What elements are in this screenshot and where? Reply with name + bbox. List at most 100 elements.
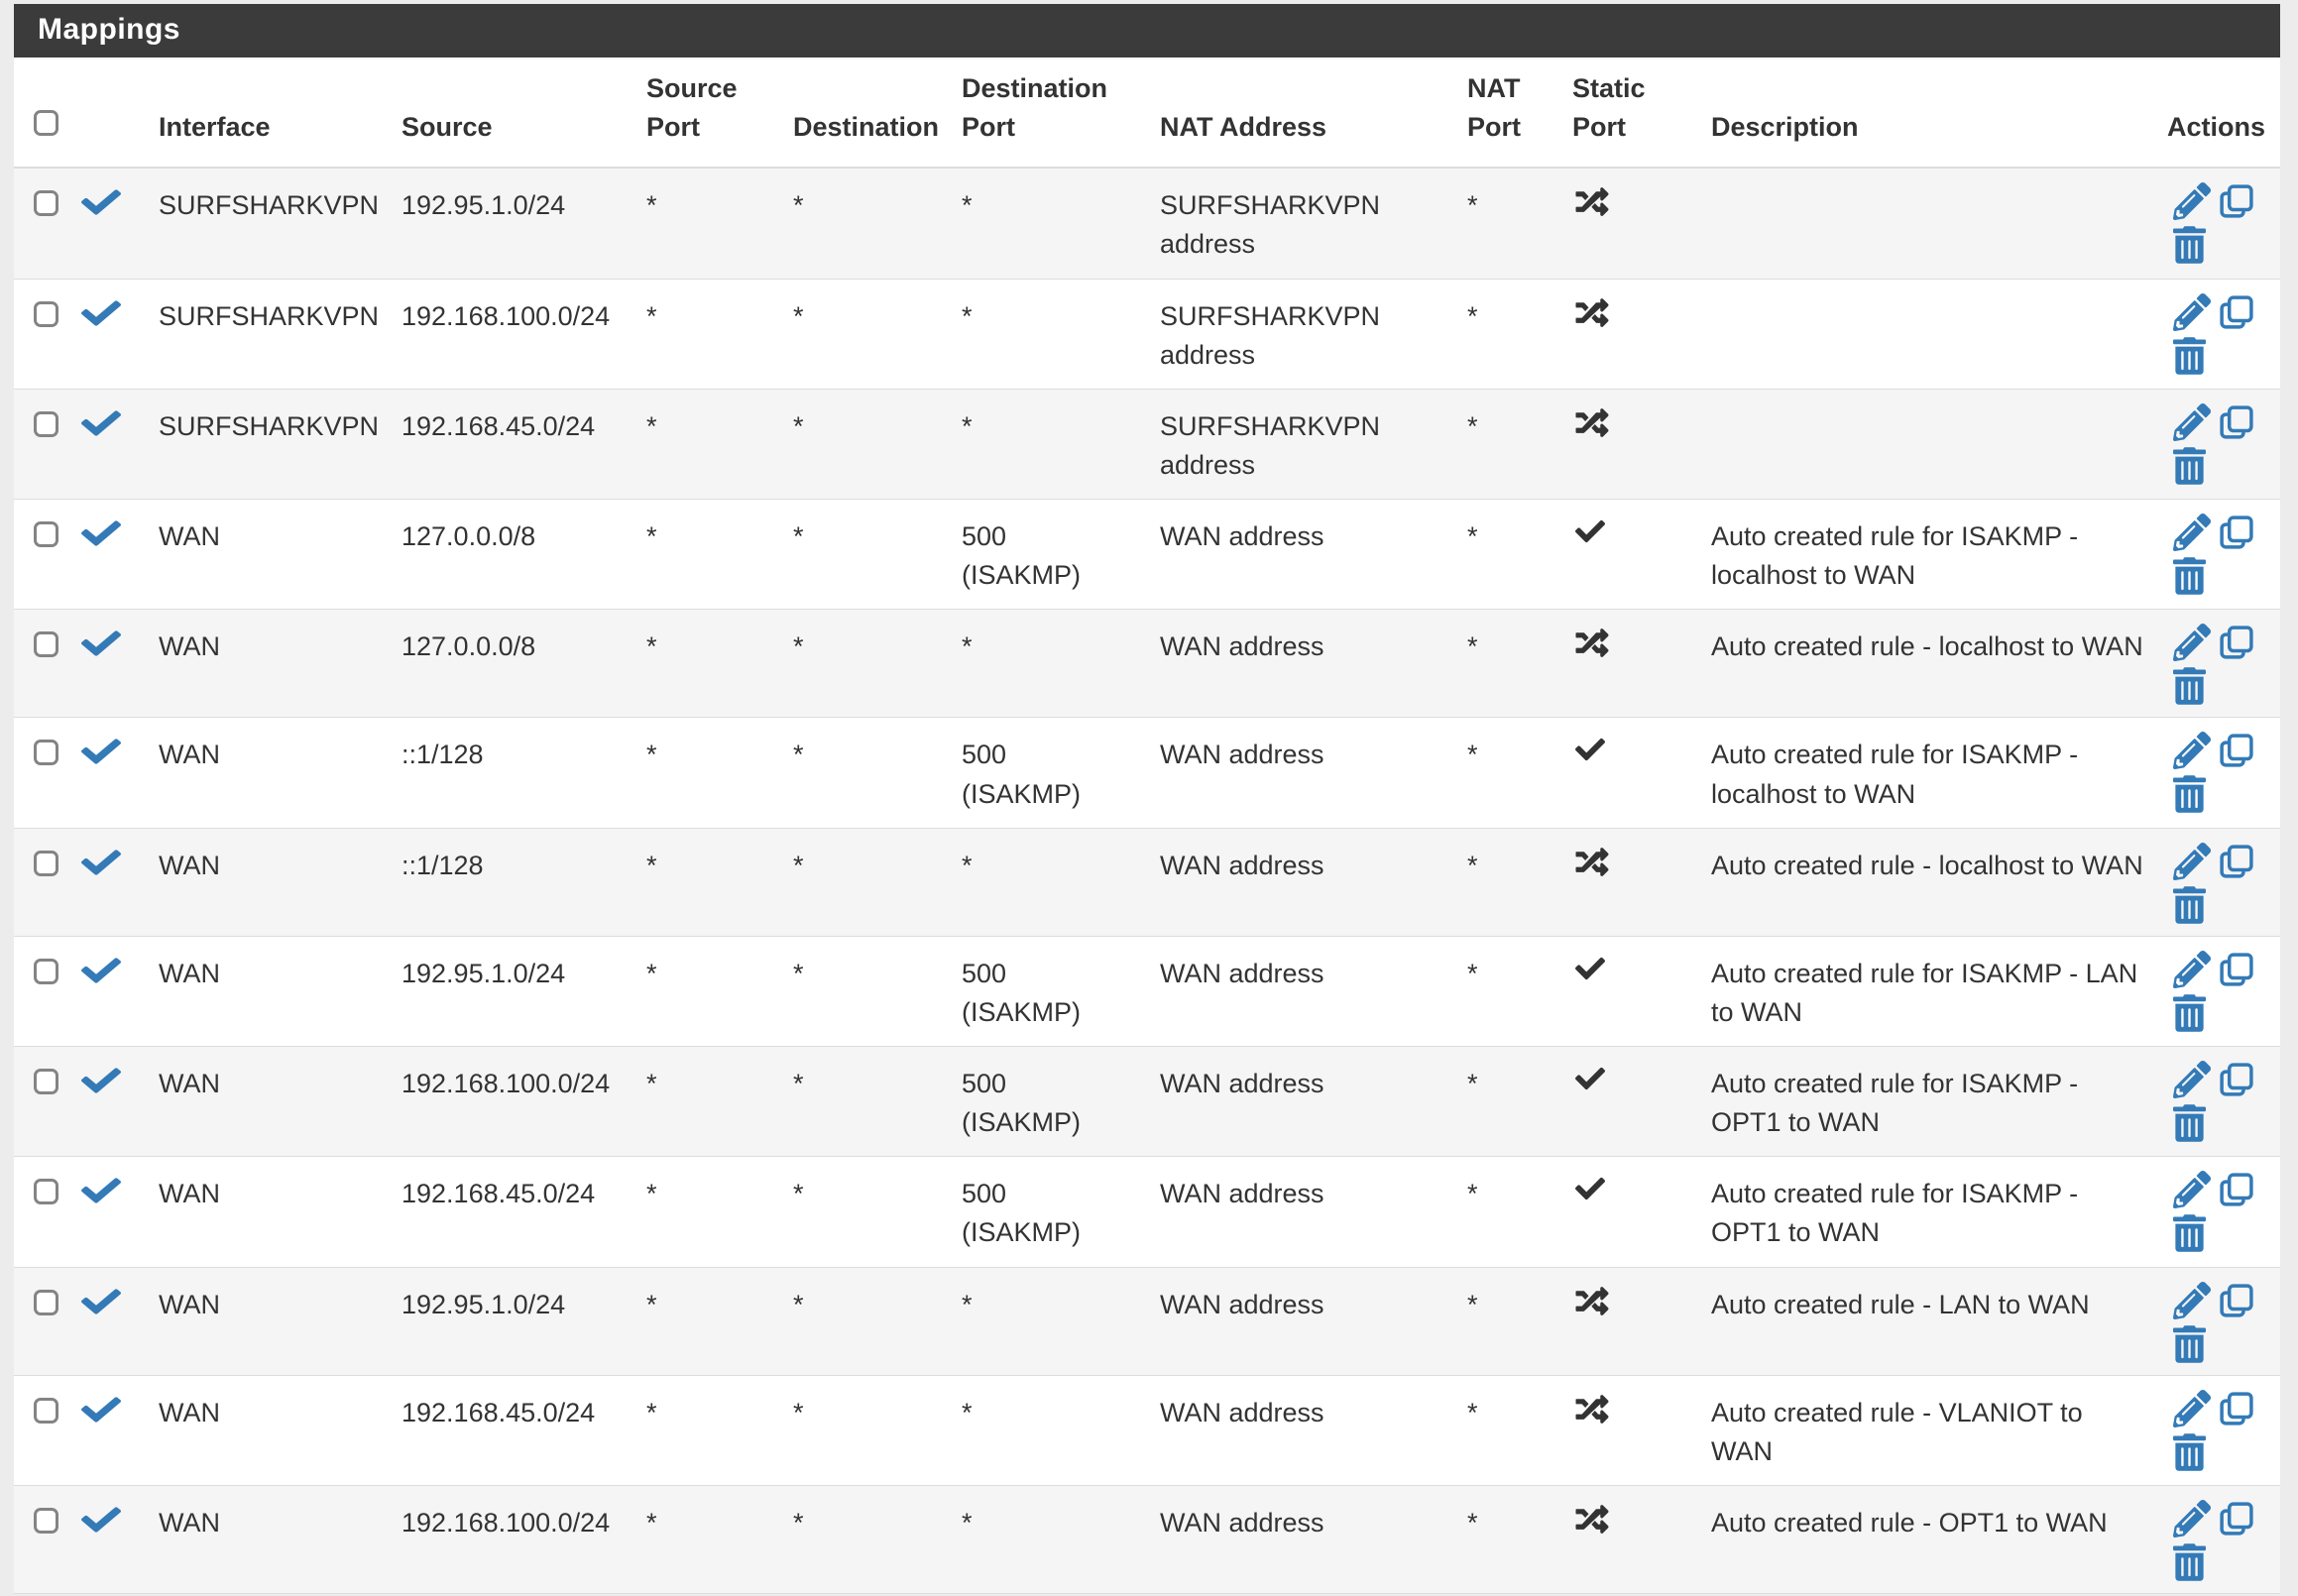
col-header-nat-port: NAT Port (1467, 57, 1572, 170)
destination-port-cell: * (962, 631, 973, 662)
delete-trash-icon[interactable] (2173, 447, 2206, 485)
rule-enabled-check-icon[interactable] (81, 185, 121, 219)
row-checkbox[interactable] (34, 1397, 58, 1424)
delete-trash-icon[interactable] (2173, 337, 2206, 375)
description-cell: Auto created rule - localhost to WAN (1711, 631, 2143, 662)
copy-clone-icon[interactable] (2218, 732, 2255, 769)
nat-port-cell: * (1467, 740, 1478, 770)
edit-pencil-icon[interactable] (2173, 951, 2211, 988)
rule-enabled-check-icon[interactable] (81, 1393, 121, 1426)
source-cell: 192.168.45.0/24 (402, 1179, 596, 1209)
edit-pencil-icon[interactable] (2173, 513, 2211, 551)
nat-address-cell: WAN address (1160, 631, 1324, 662)
delete-trash-icon[interactable] (2173, 667, 2206, 705)
row-checkbox[interactable] (34, 300, 58, 327)
rule-enabled-check-icon[interactable] (81, 1285, 121, 1318)
destination-cell: * (793, 1397, 804, 1427)
destination-port-cell: 500 (ISAKMP) (962, 958, 1082, 1027)
select-all-checkbox[interactable] (34, 110, 58, 137)
rule-enabled-check-icon[interactable] (81, 1174, 121, 1207)
destination-port-cell: * (962, 1507, 973, 1538)
delete-trash-icon[interactable] (2173, 1104, 2206, 1142)
description-cell: Auto created rule - localhost to WAN (1711, 850, 2143, 880)
row-checkbox[interactable] (34, 1507, 58, 1534)
source-cell: 192.168.100.0/24 (402, 1068, 611, 1098)
copy-clone-icon[interactable] (2218, 843, 2255, 880)
destination-port-cell: * (962, 850, 973, 880)
copy-clone-icon[interactable] (2218, 1171, 2255, 1208)
copy-clone-icon[interactable] (2218, 513, 2255, 551)
copy-clone-icon[interactable] (2218, 293, 2255, 331)
delete-trash-icon[interactable] (2173, 557, 2206, 595)
row-checkbox[interactable] (34, 958, 58, 984)
edit-pencil-icon[interactable] (2173, 1390, 2211, 1427)
delete-trash-icon[interactable] (2173, 226, 2206, 264)
edit-pencil-icon[interactable] (2173, 182, 2211, 220)
rule-status-cell (81, 828, 159, 936)
destination-port-cell: 500 (ISAKMP) (962, 521, 1082, 591)
static-port-random-icon (1572, 296, 1612, 329)
nat-port-cell: * (1467, 1068, 1478, 1098)
delete-trash-icon[interactable] (2173, 1433, 2206, 1471)
rule-enabled-check-icon[interactable] (81, 735, 121, 768)
destination-cell: * (793, 410, 804, 441)
nat-address-cell: SURFSHARKVPN address (1160, 410, 1381, 480)
row-actions (2173, 1061, 2256, 1142)
delete-trash-icon[interactable] (2173, 775, 2206, 813)
row-checkbox[interactable] (34, 1068, 58, 1094)
delete-trash-icon[interactable] (2173, 886, 2206, 924)
row-actions (2173, 1500, 2256, 1581)
rule-enabled-check-icon[interactable] (81, 1064, 121, 1097)
rule-enabled-check-icon[interactable] (81, 406, 121, 440)
destination-cell: * (793, 190, 804, 221)
table-row: WAN 127.0.0.0/8 * * 500 (ISAKMP) WAN add… (14, 500, 2280, 610)
col-header-interface: Interface (159, 57, 402, 170)
edit-pencil-icon[interactable] (2173, 1061, 2211, 1098)
edit-pencil-icon[interactable] (2173, 732, 2211, 769)
edit-pencil-icon[interactable] (2173, 1500, 2211, 1538)
edit-pencil-icon[interactable] (2173, 843, 2211, 880)
rule-enabled-check-icon[interactable] (81, 627, 121, 660)
row-checkbox[interactable] (34, 190, 58, 217)
row-checkbox[interactable] (34, 1179, 58, 1205)
destination-cell: * (793, 1179, 804, 1209)
row-checkbox[interactable] (34, 521, 58, 548)
row-checkbox[interactable] (34, 740, 58, 766)
rule-enabled-check-icon[interactable] (81, 1503, 121, 1537)
edit-pencil-icon[interactable] (2173, 624, 2211, 661)
copy-clone-icon[interactable] (2218, 1282, 2255, 1319)
copy-clone-icon[interactable] (2218, 182, 2255, 220)
delete-trash-icon[interactable] (2173, 1543, 2206, 1581)
table-row: WAN 192.168.45.0/24 * * * WAN address * … (14, 1375, 2280, 1486)
rule-enabled-check-icon[interactable] (81, 516, 121, 550)
row-checkbox[interactable] (34, 631, 58, 658)
nat-port-cell: * (1467, 1397, 1478, 1427)
delete-trash-icon[interactable] (2173, 994, 2206, 1032)
copy-clone-icon[interactable] (2218, 1061, 2255, 1098)
delete-trash-icon[interactable] (2173, 1325, 2206, 1363)
static-port-random-icon (1572, 627, 1612, 659)
copy-clone-icon[interactable] (2218, 951, 2255, 988)
rule-enabled-check-icon[interactable] (81, 296, 121, 330)
source-cell: 192.168.45.0/24 (402, 1397, 596, 1427)
edit-pencil-icon[interactable] (2173, 1171, 2211, 1208)
row-checkbox[interactable] (34, 1289, 58, 1315)
edit-pencil-icon[interactable] (2173, 293, 2211, 331)
rule-enabled-check-icon[interactable] (81, 846, 121, 879)
row-actions (2173, 293, 2256, 375)
row-checkbox[interactable] (34, 850, 58, 876)
edit-pencil-icon[interactable] (2173, 1282, 2211, 1319)
copy-clone-icon[interactable] (2218, 1390, 2255, 1427)
copy-clone-icon[interactable] (2218, 624, 2255, 661)
destination-cell: * (793, 958, 804, 988)
row-checkbox[interactable] (34, 410, 58, 437)
edit-pencil-icon[interactable] (2173, 403, 2211, 441)
row-actions (2173, 1390, 2256, 1471)
delete-trash-icon[interactable] (2173, 1214, 2206, 1252)
copy-clone-icon[interactable] (2218, 1500, 2255, 1538)
nat-address-cell: WAN address (1160, 1068, 1324, 1098)
copy-clone-icon[interactable] (2218, 403, 2255, 441)
nat-address-cell: WAN address (1160, 521, 1324, 552)
rule-enabled-check-icon[interactable] (81, 954, 121, 987)
nat-address-cell: WAN address (1160, 1179, 1324, 1209)
